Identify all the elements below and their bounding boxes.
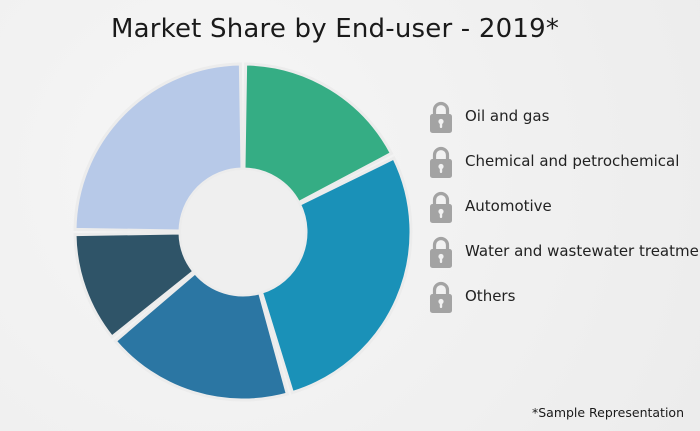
legend-item: Automotive (428, 190, 700, 235)
donut-slice-4 (73, 231, 196, 340)
legend-label: Others (465, 287, 516, 305)
donut-slice-5 (73, 62, 244, 233)
lock-icon (428, 145, 454, 179)
legend-item: Others (428, 280, 700, 325)
lock-icon (428, 100, 454, 134)
legend-label: Water and wastewater treatme... (465, 242, 700, 260)
legend-item: Water and wastewater treatme... (428, 235, 700, 280)
lock-icon (428, 235, 454, 269)
legend-item: Oil and gas (428, 100, 700, 145)
chart-legend: Oil and gas Chemical and petrochemical Aut… (428, 100, 700, 325)
donut-chart (73, 62, 413, 402)
lock-icon (428, 280, 454, 314)
donut-slice-2 (259, 156, 413, 395)
donut-hole (181, 170, 305, 294)
legend-item: Chemical and petrochemical (428, 145, 700, 190)
legend-label: Automotive (465, 197, 552, 215)
legend-label: Oil and gas (465, 107, 550, 125)
donut-slice-1 (242, 62, 394, 205)
donut-slice-3 (113, 270, 290, 402)
sample-note: *Sample Representation (531, 405, 684, 420)
legend-label: Chemical and petrochemical (465, 152, 680, 170)
chart-title: Market Share by End-user - 2019* (110, 14, 560, 44)
lock-icon (428, 190, 454, 224)
